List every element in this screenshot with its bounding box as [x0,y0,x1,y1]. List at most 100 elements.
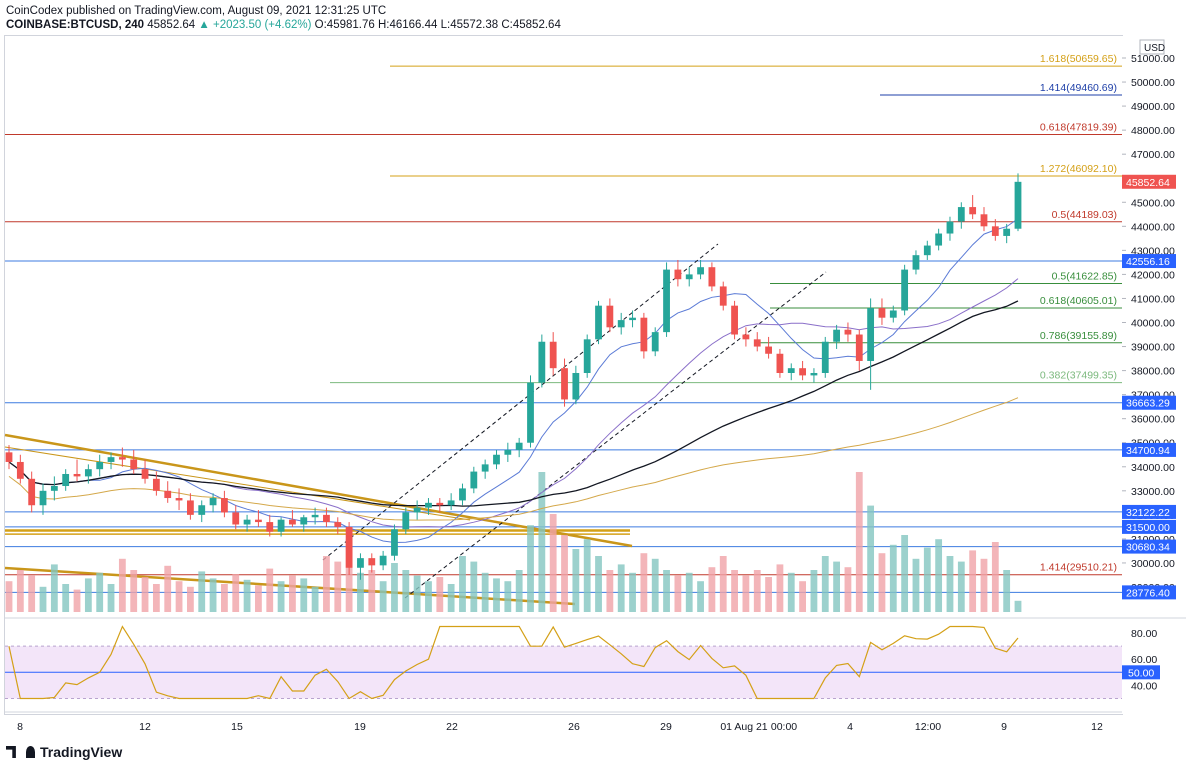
volume-bar [425,581,432,612]
candle-body [73,473,81,477]
candle-body [685,274,693,280]
volume-bar [323,556,330,612]
candle-body [946,221,954,234]
volume-bar [663,570,670,612]
candle-body [28,478,36,506]
volume-bar [776,564,784,612]
descending-trendline [4,446,471,521]
level-price-tag-label: 28776.40 [1126,587,1170,599]
fib-level-label: 0.786(39155.89) [1040,330,1117,342]
volume-bar [62,584,70,612]
volume-bar [935,539,943,612]
candle-body [912,255,920,270]
channel-upper-line [322,243,719,561]
volume-bar [300,578,308,612]
time-tick-label: 9 [1001,721,1007,733]
volume-bar [685,572,693,612]
candle-body [345,526,353,568]
rsi-level-tag-label: 50.00 [1128,667,1154,679]
volume-bar [765,577,772,612]
candle-body [991,226,999,236]
volume-bar [379,581,387,612]
candle-body [425,502,432,508]
candle-body [663,269,670,333]
candle-body [175,498,183,501]
volume-bar [1003,570,1011,612]
candle-body [221,498,228,513]
candle-body [311,514,319,518]
candle-body [198,505,206,515]
candle-body [141,469,149,479]
volume-bar [731,570,738,612]
candle-body [731,305,738,335]
candle-body [334,522,342,527]
price-tick-label: 30000.00 [1131,558,1175,570]
price-tick-label: 50000.00 [1131,77,1175,89]
candle-body [209,498,217,506]
candle-body [776,353,784,373]
moving-average-slow [8,300,1019,507]
level-price-tag [1122,519,1176,534]
time-tick-label: 26 [568,721,580,733]
time-tick-label: 12 [1091,721,1103,733]
volume-bar [527,525,534,612]
time-tick-label: 8 [17,721,23,733]
volume-bar [186,586,194,612]
fib-level-label: 1.414(29510.21) [1040,562,1117,574]
candle-body [1014,181,1022,229]
level-price-tag [1122,254,1176,269]
tradingview-brand: TradingView [6,744,122,760]
candle-body [561,368,568,400]
volume-bar [651,558,659,612]
level-price-tag [1122,539,1176,554]
candle-body [935,233,943,246]
volume-bar [504,581,512,612]
moving-average-long [8,397,1019,521]
volume-bar [232,574,240,612]
symbol: COINBASE:BTCUSD, 240 [6,19,145,31]
candle-body [459,488,466,501]
volume-bar [617,564,625,612]
candle-body [980,214,988,227]
volume-bar [402,570,410,612]
volume-bar [39,586,47,612]
fib-level-label: 0.5(41622.85) [1052,270,1117,282]
candle-body [810,372,818,376]
currency-label: USD [1144,43,1165,54]
fib-level-label: 1.618(50659.65) [1040,53,1117,65]
candle-body [957,207,965,222]
volume-bar [459,556,466,612]
volume-bar [991,542,999,612]
level-price-tag [1122,442,1176,457]
volume-bar [912,558,920,612]
volume-bar [16,570,24,612]
volume-bar [391,563,398,612]
candle-body [481,464,489,472]
volume-bar [606,570,614,612]
candle-body [640,317,648,352]
price-tick-label: 44000.00 [1131,221,1175,233]
volume-bar [821,556,829,612]
fib-level-label: 0.618(47819.39) [1040,121,1117,133]
volume-bar [833,561,841,612]
candle-body [391,529,398,556]
candle-body [549,341,557,369]
candle-body [844,329,852,335]
candle-body [277,519,285,532]
brand-name: TradingView [40,744,123,760]
volume-bar [289,575,296,612]
candle-body [84,469,92,477]
candle-body [878,308,886,318]
volume-bar [799,581,806,612]
time-tick-label: 15 [231,721,243,733]
volume-bar [209,578,217,612]
price-tick-label: 40000.00 [1131,318,1175,330]
volume-bar [595,556,602,612]
rsi-level-tag [1122,665,1160,680]
candle-body [130,459,138,470]
volume-bar [549,514,557,612]
fib-level-label: 0.618(40605.01) [1040,295,1117,307]
volume-bar [980,558,988,612]
candle-body [583,339,591,373]
